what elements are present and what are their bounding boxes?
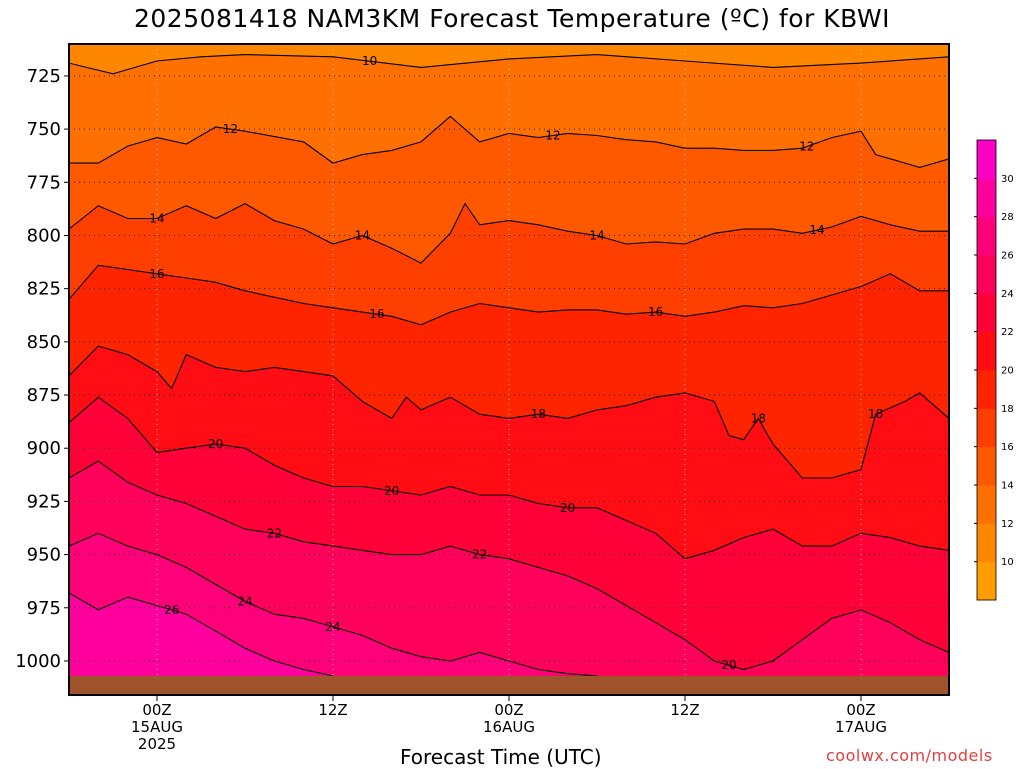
contour-20 <box>69 396 949 560</box>
contour-label: 24 <box>325 620 340 634</box>
colorbar-segment <box>977 446 996 486</box>
x-tick-label: 2025 <box>138 735 176 753</box>
colorbar-label: 12 <box>1001 519 1014 530</box>
colorbar-segment <box>977 140 996 179</box>
y-tick-label: 825 <box>27 279 61 300</box>
x-tick-label: 00Z <box>846 701 875 719</box>
source-credit[interactable]: coolwx.com/models <box>826 746 993 765</box>
contour-label: 14 <box>809 223 824 237</box>
contour-label: 20 <box>208 437 223 451</box>
x-tick-label: 12Z <box>670 701 699 719</box>
contour-14 <box>69 202 949 264</box>
contour-12 <box>69 115 949 168</box>
y-tick-label: 950 <box>27 545 61 566</box>
colorbar-label: 28 <box>1001 212 1014 223</box>
contour-label: 18 <box>751 411 766 425</box>
colorbar-segment <box>977 561 996 601</box>
contour-label: 16 <box>648 305 663 319</box>
y-tick-label: 750 <box>27 119 61 140</box>
x-tick-label: 00Z <box>494 701 523 719</box>
contour-label: 18 <box>531 407 546 421</box>
colorbar-segment <box>977 370 996 409</box>
x-tick-label: 12Z <box>318 701 347 719</box>
colorbar-label: 10 <box>1001 557 1014 568</box>
contour-22 <box>69 460 949 671</box>
y-axis: 725 750 775 800 825 850 875 900 925 950 975 1000 <box>15 66 69 672</box>
y-tick-label: 775 <box>27 172 61 193</box>
x-tick-label: 15AUG <box>131 718 183 736</box>
contour-labels: 10 12 12 12 14 14 14 14 16 16 16 18 18 18 20 20 20 22 22 20… <box>149 54 883 672</box>
contour-lines <box>69 54 949 677</box>
contour-26 <box>69 592 334 677</box>
y-tick-label: 725 <box>27 66 61 87</box>
x-axis-label: Forecast Time (UTC) <box>400 745 602 769</box>
contour-label: 16 <box>369 307 384 321</box>
contour-label: 20 <box>560 501 575 515</box>
colorbar: 10 12 14 16 18 20 22 24 26 28 30 <box>974 139 1014 601</box>
chart-title: 2025081418 NAM3KM Forecast Temperature (… <box>134 4 890 33</box>
y-tick-label: 925 <box>27 491 61 512</box>
contour-16 <box>69 264 949 326</box>
contour-label: 14 <box>149 211 164 225</box>
colorbar-label: 14 <box>1001 481 1014 492</box>
colorbar-label: 30 <box>1001 174 1014 185</box>
colorbar-segment <box>977 216 996 256</box>
temperature-fill-bands <box>69 44 949 695</box>
colorbar-segment <box>977 408 996 448</box>
x-tick-label: 16AUG <box>483 718 535 736</box>
contour-label: 20 <box>721 658 736 672</box>
contour-label: 18 <box>868 407 883 421</box>
contour-label: 20 <box>384 484 399 498</box>
contour-label: 14 <box>355 228 370 242</box>
y-tick-label: 875 <box>27 385 61 406</box>
colorbar-segment <box>977 178 996 218</box>
contour-label: 12 <box>545 128 560 142</box>
contour-label: 16 <box>149 267 164 281</box>
colorbar-segment <box>977 485 996 524</box>
ground-surface <box>69 675 949 695</box>
x-tick-label: 00Z <box>142 701 171 719</box>
contour-18 <box>69 345 949 479</box>
band-above-26 <box>69 592 333 695</box>
colorbar-label: 22 <box>1001 327 1014 338</box>
contour-label: 22 <box>267 526 282 540</box>
colorbar-label: 26 <box>1001 251 1014 262</box>
contour-label: 12 <box>223 122 238 136</box>
contour-label: 10 <box>362 54 377 68</box>
colorbar-segment <box>977 293 996 333</box>
contour-label: 24 <box>237 594 252 608</box>
colorbar-segment <box>977 523 996 563</box>
contour-10 <box>69 54 949 75</box>
contour-label: 14 <box>589 228 604 242</box>
contour-label: 12 <box>799 140 814 154</box>
contour-label: 26 <box>164 603 179 617</box>
colorbar-segment <box>977 331 996 371</box>
y-tick-label: 1000 <box>15 651 61 672</box>
y-tick-label: 900 <box>27 438 61 459</box>
colorbar-label: 16 <box>1001 442 1014 453</box>
contour-24 <box>69 532 598 677</box>
colorbar-segment <box>977 255 996 294</box>
colorbar-label: 24 <box>1001 289 1014 300</box>
y-tick-label: 800 <box>27 225 61 246</box>
y-tick-label: 850 <box>27 332 61 353</box>
x-tick-label: 17AUG <box>835 718 887 736</box>
y-tick-label: 975 <box>27 598 61 619</box>
colorbar-label: 18 <box>1001 404 1014 415</box>
colorbar-label: 20 <box>1001 366 1014 377</box>
contour-label: 22 <box>472 548 487 562</box>
